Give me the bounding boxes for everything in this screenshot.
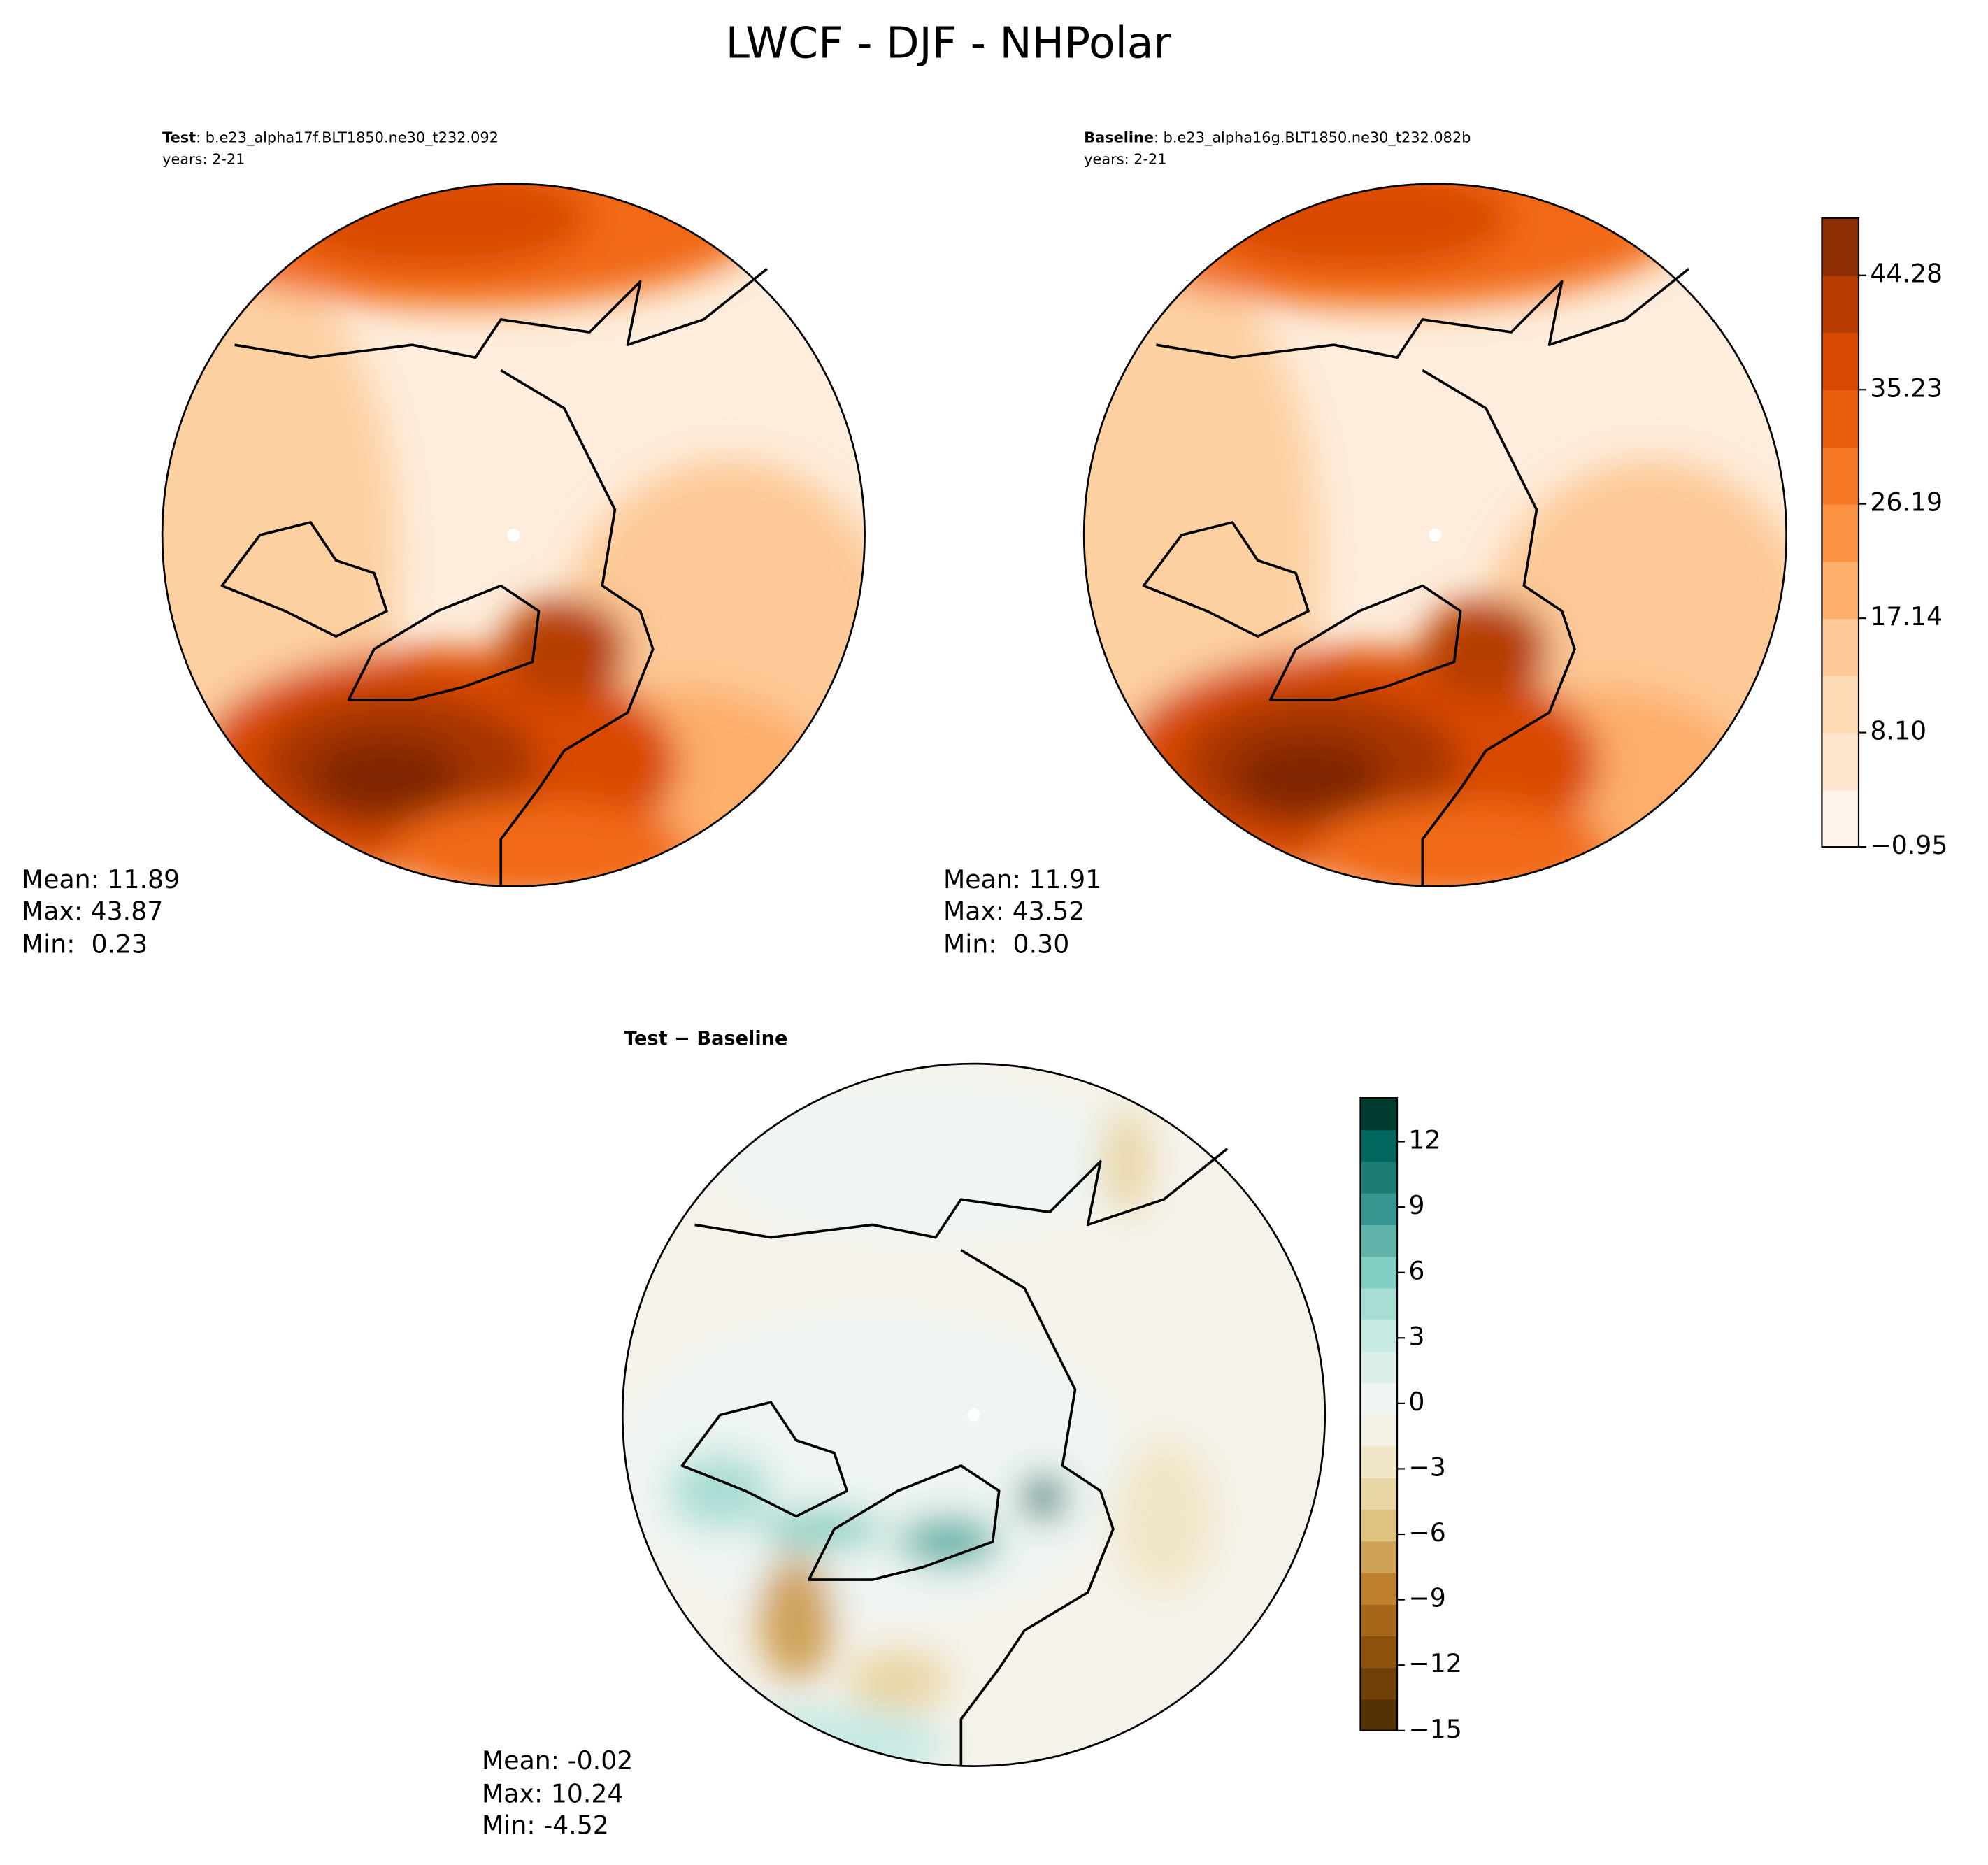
panel-label: Baseline bbox=[1084, 129, 1154, 146]
colorbar-tick-label: 8.10 bbox=[1870, 716, 1926, 746]
colorbar-band bbox=[1360, 1287, 1398, 1320]
colorbar-band bbox=[1822, 275, 1859, 334]
colorbar-tick-label: 12 bbox=[1408, 1124, 1440, 1155]
colorbar-band bbox=[1360, 1445, 1398, 1478]
panel-case: : b.e23_alpha16g.BLT1850.ne30_t232.082b bbox=[1154, 129, 1471, 147]
colorbar-band bbox=[1822, 332, 1859, 391]
figure-title: LWCF - DJF - NHPolar bbox=[726, 17, 1172, 68]
stat: Min: -4.52 bbox=[482, 1810, 609, 1841]
stat: Mean: -0.02 bbox=[482, 1745, 633, 1775]
colorbar-frame bbox=[1821, 217, 1860, 848]
colorbar-tick-label: −6 bbox=[1408, 1517, 1445, 1548]
colorbar-tick-label: 17.14 bbox=[1870, 601, 1943, 631]
colorbar-band bbox=[1360, 1129, 1398, 1162]
colorbar-band bbox=[1360, 1224, 1398, 1257]
colorbar-band bbox=[1360, 1509, 1398, 1542]
colorbar-band bbox=[1360, 1161, 1398, 1194]
panel-header: Baseline: b.e23_alpha16g.BLT1850.ne30_t2… bbox=[1084, 129, 1471, 147]
colorbar-band bbox=[1822, 732, 1859, 791]
colorbar-tick-label: −15 bbox=[1408, 1714, 1462, 1744]
colorbar-band bbox=[1822, 618, 1859, 676]
colorbar-band bbox=[1360, 1572, 1398, 1605]
colorbar-tick-label: 35.23 bbox=[1870, 373, 1943, 403]
colorbar-tick-label: 6 bbox=[1408, 1256, 1424, 1286]
colorbar-tick-label: −3 bbox=[1408, 1452, 1445, 1482]
colorbar-tick-label: 0 bbox=[1408, 1387, 1424, 1417]
stat: Min: 0.23 bbox=[22, 929, 148, 959]
colorbar-tick-label: −0.95 bbox=[1870, 830, 1947, 860]
colorbar-tick-label: −9 bbox=[1408, 1583, 1445, 1613]
panel-years: years: 2-21 bbox=[162, 150, 245, 167]
diff-map bbox=[619, 1060, 1329, 1782]
colorbar-tick-label: 44.28 bbox=[1870, 259, 1943, 289]
panel-case: : b.e23_alpha17f.BLT1850.ne30_t232.092 bbox=[196, 129, 499, 147]
stat: Max: 43.52 bbox=[943, 896, 1085, 926]
colorbar-band bbox=[1822, 675, 1859, 734]
stat: Mean: 11.89 bbox=[22, 864, 180, 894]
diff-label: Test − Baseline bbox=[624, 1028, 787, 1050]
stat: Max: 43.87 bbox=[22, 896, 163, 926]
stat: Max: 10.24 bbox=[482, 1778, 623, 1808]
colorbar-tick-label: −12 bbox=[1408, 1648, 1462, 1678]
panel-label: Test bbox=[162, 129, 196, 146]
colorbar-band bbox=[1360, 1192, 1398, 1225]
colorbar-frame bbox=[1359, 1097, 1399, 1731]
colorbar-band bbox=[1822, 789, 1859, 848]
colorbar-band bbox=[1822, 561, 1859, 620]
panel-header: Test: b.e23_alpha17f.BLT1850.ne30_t232.0… bbox=[162, 129, 499, 147]
colorbar-band bbox=[1360, 1603, 1398, 1637]
colorbar-band bbox=[1360, 1414, 1398, 1447]
colorbar-band bbox=[1360, 1636, 1398, 1669]
colorbar-band bbox=[1822, 217, 1859, 276]
colorbar-band bbox=[1360, 1098, 1398, 1131]
colorbar-band bbox=[1822, 446, 1859, 505]
colorbar-band bbox=[1360, 1382, 1398, 1415]
panel-years: years: 2-21 bbox=[1084, 150, 1166, 167]
colorbar-band bbox=[1360, 1256, 1398, 1289]
test-map bbox=[120, 129, 906, 915]
colorbar-band bbox=[1360, 1541, 1398, 1573]
colorbar-band bbox=[1822, 390, 1859, 448]
colorbar-tick-label: 3 bbox=[1408, 1321, 1424, 1351]
colorbar-band bbox=[1360, 1319, 1398, 1352]
colorbar-band bbox=[1360, 1667, 1398, 1700]
stat: Mean: 11.91 bbox=[943, 864, 1101, 894]
colorbar-tick-label: 9 bbox=[1408, 1190, 1424, 1220]
colorbar-band bbox=[1360, 1350, 1398, 1384]
baseline-map bbox=[1042, 129, 1828, 915]
colorbar-band bbox=[1360, 1699, 1398, 1731]
stat: Min: 0.30 bbox=[943, 929, 1069, 959]
colorbar-band bbox=[1822, 503, 1859, 562]
colorbar-tick-label: 26.19 bbox=[1870, 487, 1943, 517]
colorbar-band bbox=[1360, 1477, 1398, 1510]
